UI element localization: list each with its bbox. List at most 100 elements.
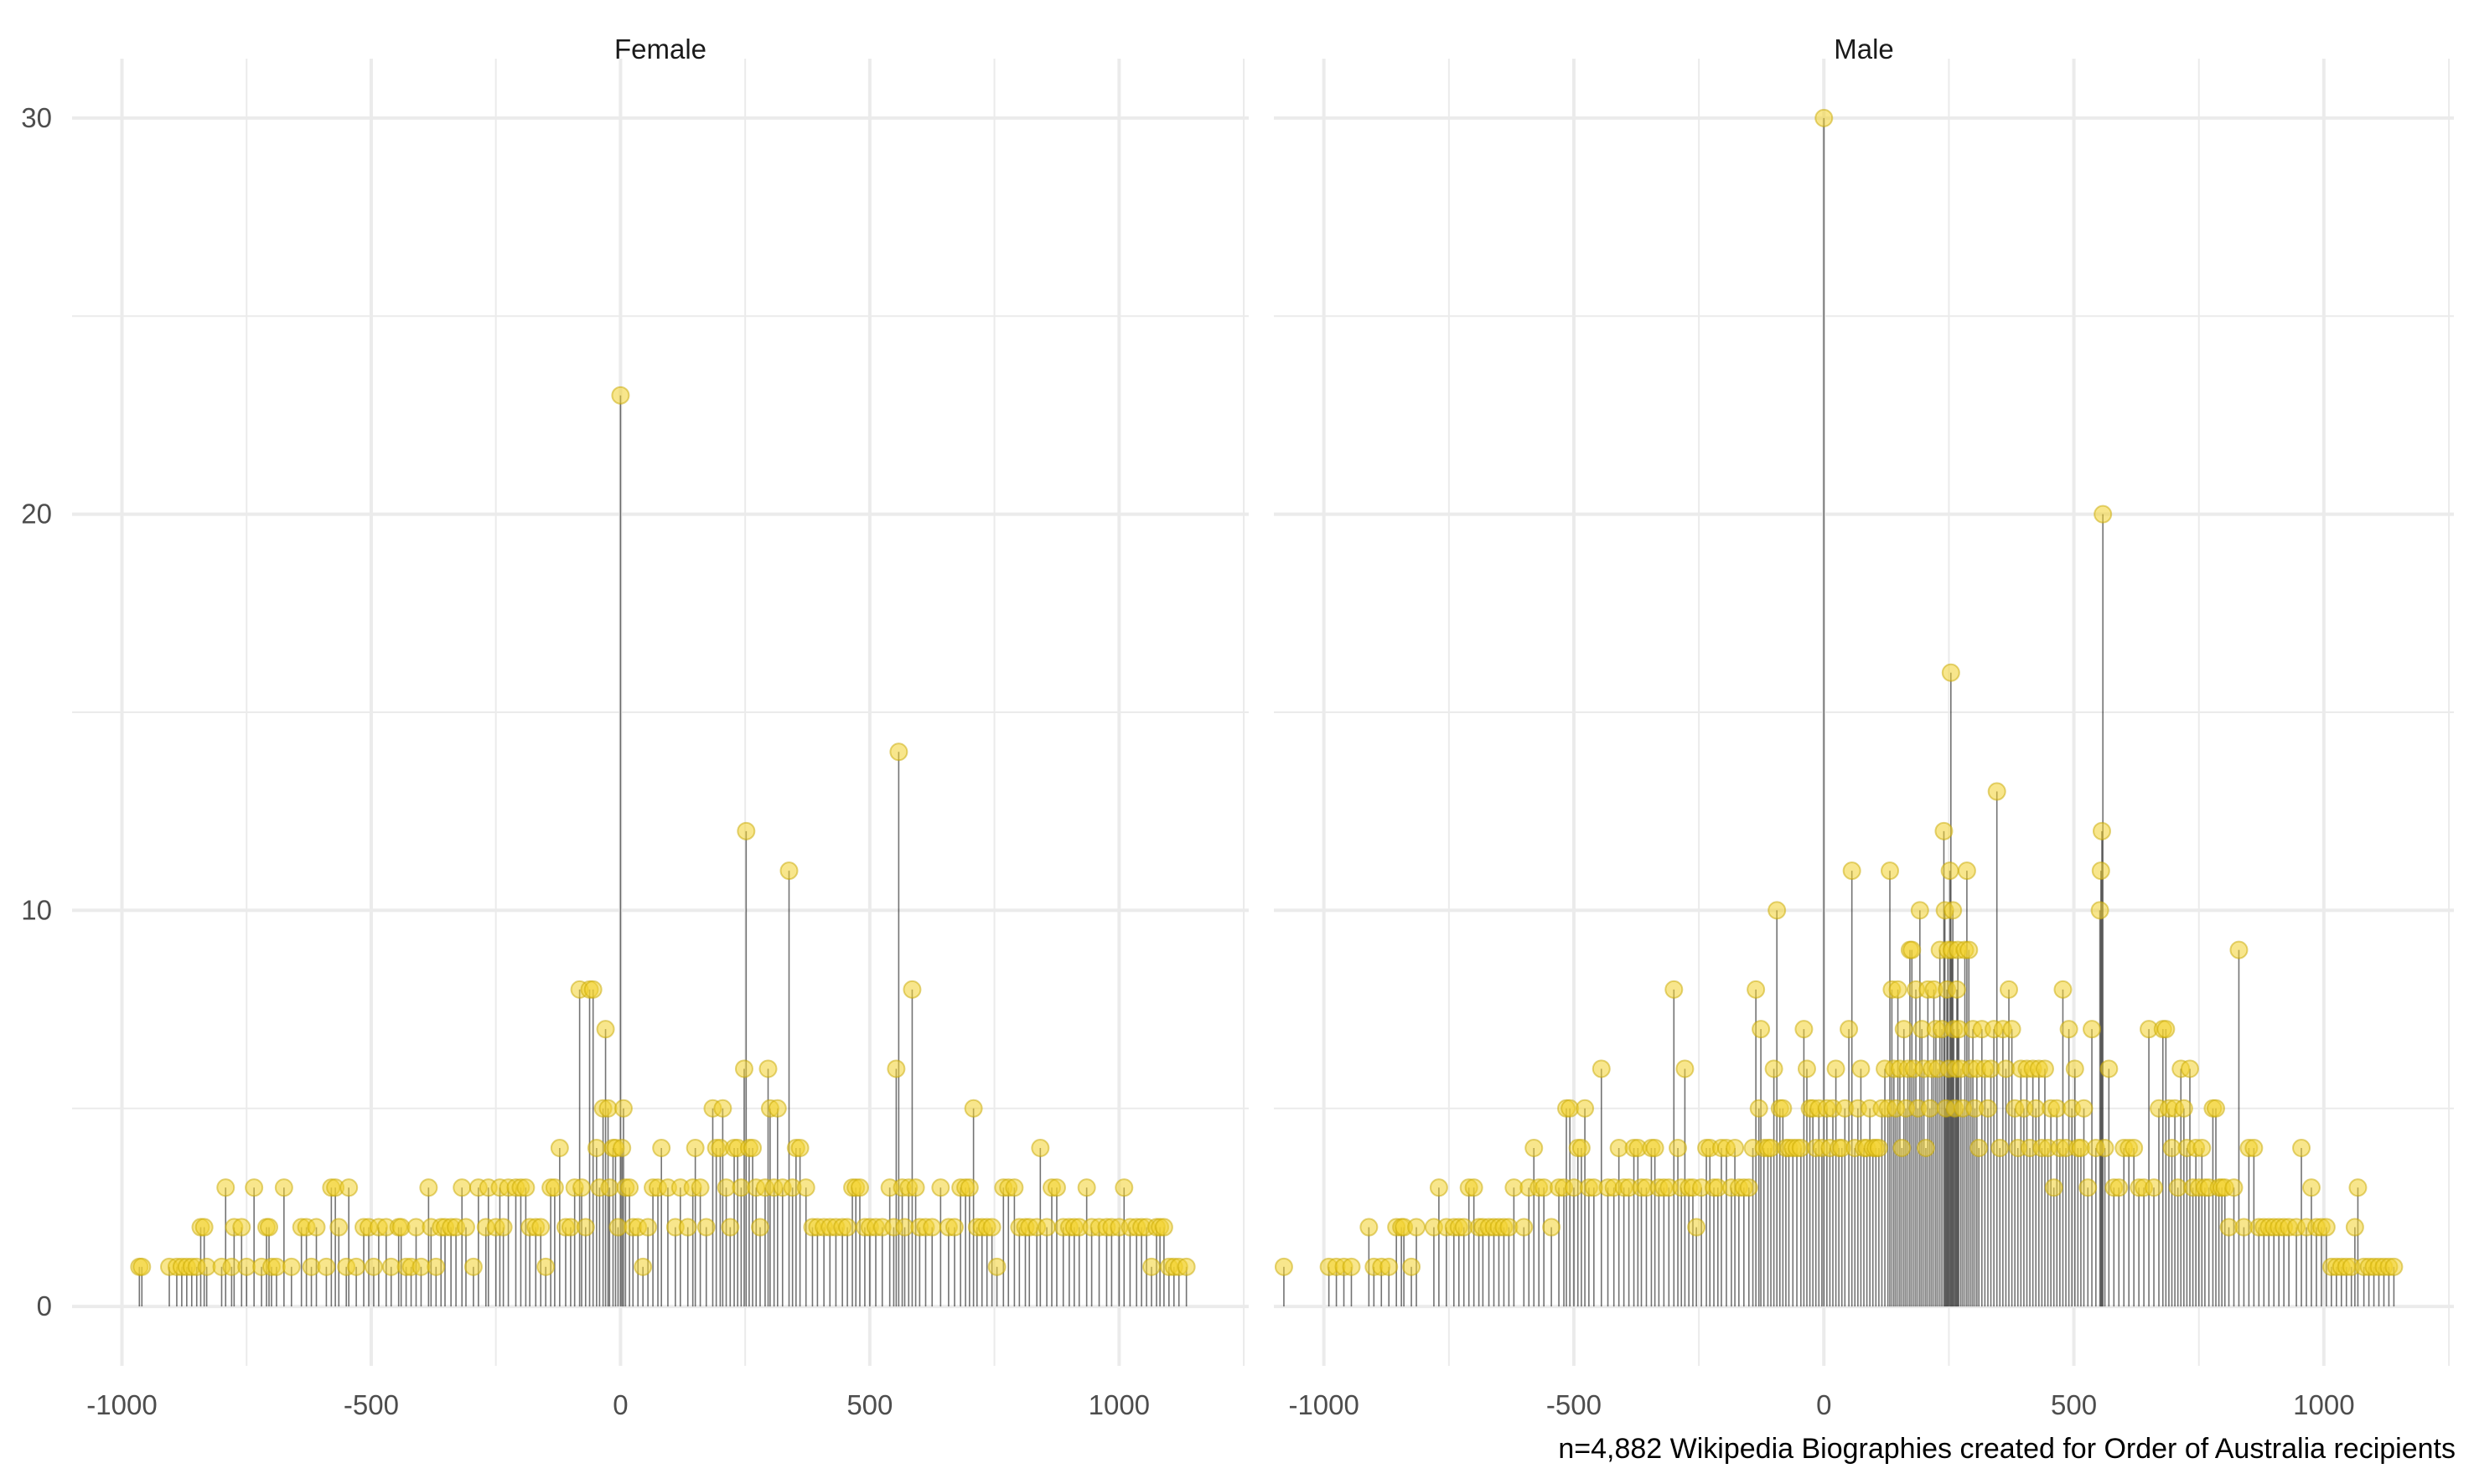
male-point: [2345, 1218, 2364, 1237]
panel-female: Female -1000 -500 0 500 1000: [72, 34, 1249, 1420]
female-point: [307, 1218, 326, 1237]
female-point: [596, 1020, 615, 1039]
male-point: [2180, 1059, 2199, 1078]
panel-male-strip-label: Male: [1834, 34, 1894, 65]
male-point: [2059, 1020, 2078, 1039]
male-point: [2099, 1059, 2119, 1078]
female-point: [982, 1218, 1002, 1237]
male-point: [1747, 980, 1766, 999]
female-point: [634, 1257, 653, 1276]
panel-female-stems: [138, 395, 1188, 1307]
female-point: [364, 1257, 383, 1276]
female-point: [259, 1218, 278, 1237]
female-point: [494, 1218, 513, 1237]
panel-female-gridlines: [72, 59, 1249, 1366]
x-tick-label: -1000: [86, 1389, 157, 1420]
female-point: [960, 1178, 979, 1197]
female-point: [576, 1218, 595, 1237]
male-point: [1987, 782, 2006, 801]
female-point: [550, 1139, 569, 1157]
female-point: [838, 1218, 857, 1237]
x-tick-label: -1000: [1288, 1389, 1359, 1420]
y-tick-label: 30: [21, 102, 52, 133]
female-point: [1005, 1178, 1024, 1197]
female-point: [329, 1218, 349, 1237]
male-point: [1726, 1139, 1745, 1157]
male-point: [1851, 1059, 1871, 1078]
x-tick-label: -500: [1546, 1389, 1602, 1420]
male-point: [1888, 980, 1907, 999]
male-point: [1464, 1178, 1483, 1197]
panel-male-x-tick-labels: -1000 -500 0 500 1000: [1288, 1389, 2354, 1420]
male-point: [2035, 1059, 2054, 1078]
female-point: [889, 742, 908, 762]
male-point: [1881, 861, 1900, 881]
chart-caption: n=4,882 Wikipedia Biographies created fo…: [1558, 1433, 2456, 1465]
male-point: [2078, 1178, 2098, 1197]
male-point: [1916, 1139, 1935, 1157]
x-tick-label: -500: [344, 1389, 399, 1420]
x-tick-label: 500: [846, 1389, 893, 1420]
male-point: [1407, 1218, 1426, 1237]
male-point: [1664, 980, 1684, 999]
male-point: [1274, 1257, 1293, 1276]
female-point: [987, 1257, 1007, 1276]
male-point: [1959, 940, 1979, 959]
panel-male-points: [1274, 108, 2404, 1276]
male-point: [1687, 1218, 1706, 1237]
male-point: [1514, 1218, 1534, 1237]
male-point: [2224, 1178, 2244, 1197]
male-point: [2091, 861, 2110, 881]
female-point: [887, 1059, 906, 1078]
male-point: [2192, 1139, 2212, 1157]
male-point: [2044, 1178, 2063, 1197]
male-point: [1739, 1178, 1758, 1197]
male-point: [2348, 1178, 2368, 1197]
male-point: [2109, 1178, 2129, 1197]
female-point: [613, 1139, 632, 1157]
male-point: [1969, 1139, 1989, 1157]
female-point: [678, 1218, 697, 1237]
male-point: [1842, 861, 1861, 881]
female-point: [339, 1178, 359, 1197]
male-point: [2074, 1099, 2094, 1118]
female-point: [572, 1178, 592, 1197]
male-point: [2000, 980, 2019, 999]
male-point: [1768, 901, 1787, 920]
female-point: [347, 1257, 366, 1276]
female-point: [1115, 1178, 1134, 1197]
male-point: [2301, 1178, 2321, 1197]
male-point: [1892, 1139, 1912, 1157]
male-point: [2316, 1218, 2336, 1237]
female-point: [713, 1099, 732, 1118]
male-point: [2065, 1059, 2084, 1078]
female-point: [964, 1099, 983, 1118]
female-point: [456, 1218, 475, 1237]
female-point: [945, 1218, 964, 1237]
panel-male: Male -1000 -500 0 500 1000: [1274, 34, 2454, 1420]
male-point: [2174, 1099, 2193, 1118]
female-point: [768, 1099, 787, 1118]
male-point: [1773, 1099, 1793, 1118]
male-point: [1797, 1059, 1816, 1078]
female-point: [758, 1059, 778, 1078]
male-point: [1576, 1099, 1595, 1118]
male-point: [1571, 1139, 1591, 1157]
female-point: [587, 1139, 606, 1157]
x-tick-label: 0: [613, 1389, 628, 1420]
female-point: [1141, 1257, 1161, 1276]
male-point: [1429, 1178, 1448, 1197]
male-point: [1943, 901, 1963, 920]
male-point: [2292, 1139, 2311, 1157]
female-point: [613, 1099, 633, 1118]
male-point: [1947, 980, 1966, 999]
female-point: [1038, 1218, 1057, 1237]
female-point: [598, 1099, 618, 1118]
female-point: [463, 1257, 483, 1276]
female-point: [453, 1178, 472, 1197]
male-point: [2145, 1178, 2164, 1197]
female-point: [600, 1178, 619, 1197]
female-point: [743, 1139, 763, 1157]
male-point: [1902, 940, 1922, 959]
